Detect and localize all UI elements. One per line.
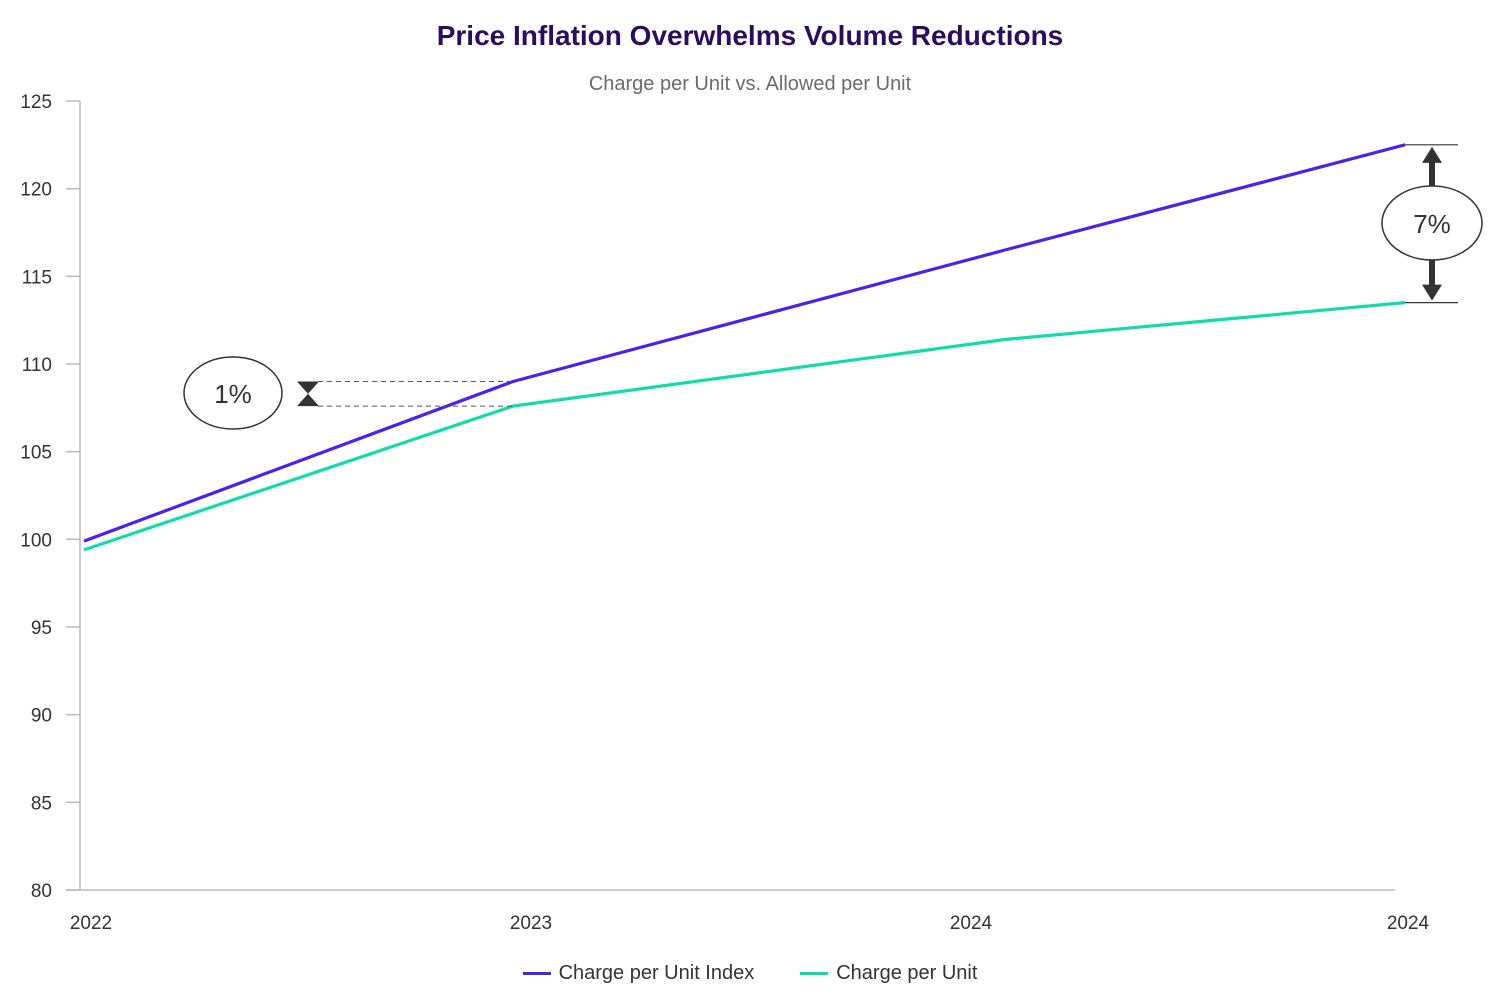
chart-subtitle: Charge per Unit vs. Allowed per Unit (588, 73, 912, 95)
x-tick-label: 2022 (70, 913, 112, 934)
x-tick-label: 2024 (950, 913, 993, 934)
annotation-label-2: 7% (1413, 209, 1451, 239)
legend-item-index: Charge per Unit Index (522, 962, 755, 985)
series-line-1 (83, 301, 1406, 552)
y-tick-label: 110 (22, 355, 52, 376)
legend-swatch-index (522, 972, 551, 975)
annotation-bubble-1 (183, 356, 283, 430)
arrow-up-icon (297, 393, 319, 407)
annotation-bubble-2 (1381, 185, 1483, 261)
legend-label-index: Charge per Unit Index (558, 962, 755, 984)
y-tick-label: 85 (31, 793, 52, 814)
arrow-down-icon (1422, 284, 1442, 301)
arrow-up-icon (1422, 146, 1442, 163)
y-tick-label: 105 (20, 443, 52, 464)
legend-swatch-charge (800, 972, 829, 975)
x-tick-label: 2024 (1387, 913, 1430, 934)
y-tick-label: 120 (20, 180, 52, 201)
y-tick-label: 125 (20, 92, 52, 113)
y-tick-label: 90 (31, 706, 52, 727)
y-tick-label: 115 (22, 267, 52, 288)
series-line-0 (83, 143, 1406, 543)
annotation-label-1: 1% (214, 379, 252, 409)
legend-item-charge: Charge per Unit (800, 962, 977, 985)
legend-label-charge: Charge per Unit (836, 962, 978, 984)
y-tick-label: 100 (20, 530, 52, 551)
chart-title: Price Inflation Overwhelms Volume Reduct… (436, 20, 1064, 51)
arrow-down-icon (297, 381, 319, 394)
y-tick-label: 95 (31, 618, 52, 639)
x-tick-label: 2023 (510, 913, 552, 934)
legend: Charge per Unit Index Charge per Unit (0, 962, 1500, 985)
y-tick-label: 80 (31, 881, 52, 902)
